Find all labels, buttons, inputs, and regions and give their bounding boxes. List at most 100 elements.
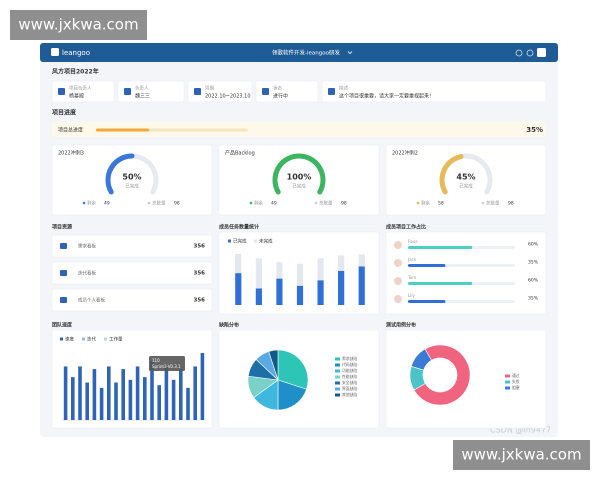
- legend-swatch: [60, 337, 63, 341]
- bar: [296, 285, 304, 305]
- logo-icon: [51, 48, 59, 56]
- bar: [235, 273, 242, 305]
- bar: [150, 361, 154, 420]
- legend-dot: [147, 201, 151, 205]
- info-value: 这个项目很重要，请大家一定要重视起来！: [339, 93, 434, 100]
- sprint-title: 产品Backlog: [225, 150, 255, 157]
- bar: [255, 258, 262, 289]
- legend-label: 性能缺陷: [342, 374, 357, 379]
- info-card: [51, 80, 115, 103]
- member-name: Tom: [407, 275, 416, 280]
- bar: [157, 385, 161, 420]
- legend-label: 其他缺陷: [342, 392, 357, 397]
- bar: [186, 387, 190, 420]
- info-card: [255, 80, 319, 103]
- credit: CSDN @lh9477: [490, 426, 551, 435]
- bar: [85, 382, 89, 420]
- legend-swatch: [335, 387, 340, 391]
- resource-item[interactable]: [51, 234, 213, 258]
- bar: [338, 255, 345, 271]
- gauge-fill: [439, 154, 464, 195]
- sprint-title: 2022冲刺2: [392, 150, 418, 157]
- chart-title: 成员项目工作占比: [386, 224, 426, 231]
- legend-label: 工作量: [109, 336, 123, 343]
- info-value: 进行中: [273, 93, 288, 100]
- legend-label: 未完成: [259, 238, 273, 245]
- bar-value: 60%: [528, 278, 539, 284]
- bar: [338, 270, 345, 305]
- gauge-status: 已完成: [125, 183, 139, 190]
- bar: [358, 254, 365, 267]
- legend-label: 速度: [65, 336, 74, 343]
- bar: [200, 353, 205, 420]
- bar: [99, 387, 104, 420]
- info-label: 负责人: [135, 85, 149, 92]
- info-icon: [124, 88, 131, 95]
- watermark-box: [453, 440, 590, 470]
- sprint-title: 2022冲刺3: [58, 150, 84, 157]
- total-value: 98: [341, 201, 347, 207]
- tooltip-value: 110: [152, 358, 160, 363]
- watermark: www.jxkwa.com: [18, 16, 138, 34]
- donut-slice: [410, 348, 432, 371]
- bar: [296, 263, 304, 286]
- bar: [276, 262, 283, 279]
- project-selector[interactable]: 领歌软件开发-leangoo研发: [272, 49, 340, 57]
- legend-swatch: [228, 239, 231, 243]
- legend-swatch: [335, 369, 340, 373]
- bar: [71, 377, 75, 420]
- bar: [408, 300, 446, 303]
- info-label: 状态: [273, 85, 282, 92]
- bar: [107, 366, 111, 420]
- avatar[interactable]: [537, 48, 546, 57]
- legend-label: 安全缺陷: [342, 380, 357, 385]
- tooltip: [149, 356, 185, 371]
- legend-dot: [481, 201, 485, 205]
- bar: [143, 377, 147, 420]
- member-name: Jack: [407, 257, 417, 262]
- bar: [63, 366, 68, 420]
- remaining-label: 剩余: [421, 200, 430, 207]
- legend-dot: [249, 201, 253, 205]
- legend-label: 通过: [512, 373, 520, 378]
- bar: [408, 246, 473, 249]
- info-value: 2022.10~2023.10: [205, 94, 251, 100]
- info-icon: [328, 88, 335, 95]
- bar: [164, 366, 169, 420]
- legend-swatch: [335, 393, 340, 397]
- help-icon[interactable]: [515, 49, 523, 57]
- progress-row: [52, 122, 546, 137]
- dropdown-caret[interactable]: [347, 51, 353, 55]
- bar: [358, 266, 365, 305]
- gauge-fill: [272, 153, 326, 195]
- gauge-percent: 100%: [287, 173, 312, 182]
- remaining-label: 剩余: [87, 200, 96, 207]
- resource-icon: [60, 243, 67, 249]
- chart-title: 成员任务数量统计: [219, 224, 259, 231]
- remaining-value: 49: [271, 201, 277, 207]
- tooltip-label: Sprint3-V0.3.1: [152, 364, 181, 369]
- bar: [171, 379, 176, 420]
- resource-item[interactable]: [51, 261, 213, 285]
- legend-swatch: [82, 337, 85, 341]
- remaining-value: 58: [438, 201, 444, 207]
- chart-title: 团队速度: [52, 322, 73, 329]
- bar: [317, 280, 324, 305]
- progress-fill: [96, 128, 150, 132]
- resource-name: 迭代看板: [78, 270, 96, 277]
- info-card: [117, 80, 185, 103]
- bar: [235, 253, 242, 274]
- bar-value: 35%: [528, 296, 539, 302]
- resource-item[interactable]: [51, 288, 213, 312]
- chart-title: 缺陷分布: [218, 322, 239, 329]
- notice-icon[interactable]: [526, 49, 534, 57]
- legend-label: 阻塞: [512, 385, 520, 390]
- member-name: Lily: [408, 293, 415, 298]
- sprint-card: [51, 144, 213, 216]
- progress-label: 项目总进度: [58, 127, 83, 134]
- legend-swatch: [505, 380, 510, 384]
- bar: [276, 278, 283, 305]
- legend-label: 代码缺陷: [342, 362, 357, 367]
- legend-swatch: [335, 363, 340, 367]
